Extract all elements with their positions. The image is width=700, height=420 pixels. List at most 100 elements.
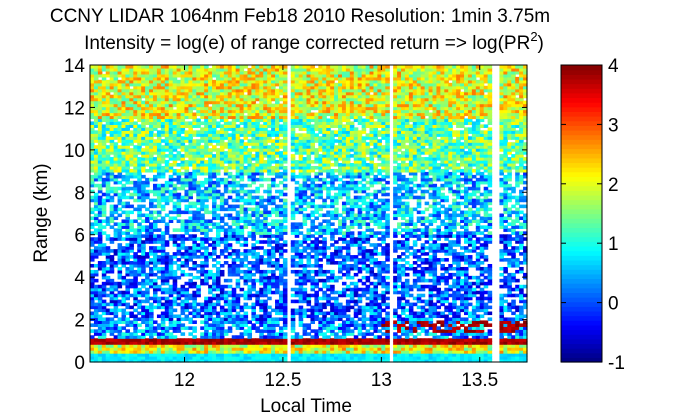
heatmap-cell [90, 165, 95, 170]
heatmap-cell [168, 317, 174, 322]
heatmap-cell [255, 266, 260, 271]
heatmap-cell [227, 347, 233, 351]
heatmap-cell [306, 73, 312, 78]
heatmap-cell [192, 210, 197, 215]
heatmap-cell [141, 284, 146, 289]
heatmap-cell [243, 344, 249, 348]
heatmap-cell [93, 350, 99, 354]
heatmap-cell [247, 341, 253, 345]
heatmap-cell [215, 76, 221, 81]
heatmap-cell [125, 284, 130, 289]
heatmap-cell [164, 252, 170, 256]
heatmap-cell [172, 299, 178, 304]
heatmap-cell [101, 344, 107, 348]
heatmap-cell [302, 70, 308, 75]
heatmap-cell [318, 234, 323, 238]
heatmap-cell [164, 183, 170, 188]
heatmap-cell [149, 269, 154, 274]
heatmap-cell [302, 186, 308, 191]
heatmap-cell [149, 76, 154, 81]
heatmap-cell [310, 106, 316, 111]
heatmap-cell [121, 94, 127, 99]
heatmap-cell [117, 272, 123, 277]
heatmap-cell [160, 154, 166, 158]
heatmap-cell [184, 148, 190, 152]
heatmap-cell [302, 356, 308, 360]
heatmap-cell [149, 121, 154, 125]
heatmap-cell [93, 165, 99, 170]
heatmap-cell [259, 142, 264, 146]
heatmap-cell [215, 148, 221, 152]
heatmap-cell [113, 237, 119, 241]
heatmap-cell [113, 79, 119, 84]
heatmap-cell [302, 293, 308, 298]
heatmap-cell [227, 115, 233, 120]
heatmap-cell [160, 195, 166, 200]
heatmap-cell [212, 311, 217, 316]
heatmap-cell [156, 124, 162, 128]
heatmap-cell [160, 165, 166, 170]
heatmap-cell [208, 121, 213, 125]
heatmap-cell [212, 168, 217, 173]
heatmap-cell [141, 112, 146, 117]
heatmap-cell [310, 249, 316, 253]
heatmap-cell [330, 272, 335, 277]
heatmap-cell [172, 112, 178, 117]
heatmap-cell [109, 261, 115, 265]
heatmap-cell [168, 151, 174, 155]
heatmap-cell [117, 332, 123, 336]
heatmap-cell [212, 332, 217, 336]
heatmap-cell [282, 249, 288, 253]
heatmap-cell [212, 67, 217, 72]
heatmap-cell [133, 323, 138, 327]
heatmap-cell [204, 281, 209, 286]
heatmap-cell [172, 252, 178, 256]
heatmap-cell [247, 296, 253, 301]
heatmap-cell [208, 163, 213, 167]
heatmap-cell [192, 70, 197, 75]
heatmap-cell [259, 91, 264, 96]
heatmap-cell [200, 94, 205, 99]
heatmap-cell [109, 308, 115, 313]
heatmap-cell [282, 210, 288, 215]
heatmap-cell [278, 145, 284, 149]
heatmap-cell [149, 136, 154, 140]
heatmap-cell [271, 320, 276, 324]
heatmap-column [215, 65, 221, 363]
heatmap-cell [192, 335, 197, 339]
heatmap-cell [326, 261, 331, 265]
heatmap-cell [145, 225, 150, 229]
heatmap-cell [97, 157, 103, 161]
heatmap-cell [310, 100, 316, 105]
heatmap-cell [302, 249, 308, 253]
heatmap-cell [326, 317, 331, 322]
heatmap-cell [271, 97, 276, 102]
heatmap-cell [322, 353, 327, 357]
heatmap-cell [196, 73, 201, 78]
heatmap-cell [208, 160, 213, 164]
heatmap-cell [322, 204, 327, 209]
heatmap-cell [204, 195, 209, 200]
heatmap-cell [322, 103, 327, 108]
heatmap-cell [200, 222, 205, 226]
heatmap-cell [109, 344, 115, 348]
heatmap-cell [168, 195, 174, 200]
heatmap-cell [137, 103, 142, 108]
heatmap-cell [188, 296, 193, 301]
heatmap-cell [235, 148, 241, 152]
heatmap-cell [176, 258, 182, 262]
heatmap-cell [149, 353, 154, 357]
heatmap-cell [243, 145, 249, 149]
heatmap-cell [310, 79, 316, 84]
heatmap-cell [200, 272, 205, 277]
heatmap-cell [326, 76, 331, 81]
heatmap-cell [113, 204, 119, 209]
heatmap-cell [172, 296, 178, 301]
heatmap-cell [145, 103, 150, 108]
heatmap-cell [164, 79, 170, 84]
heatmap-cell [275, 281, 280, 286]
heatmap-cell [275, 130, 280, 134]
heatmap-cell [196, 163, 201, 167]
heatmap-cell [215, 228, 221, 232]
heatmap-cell [330, 228, 335, 232]
